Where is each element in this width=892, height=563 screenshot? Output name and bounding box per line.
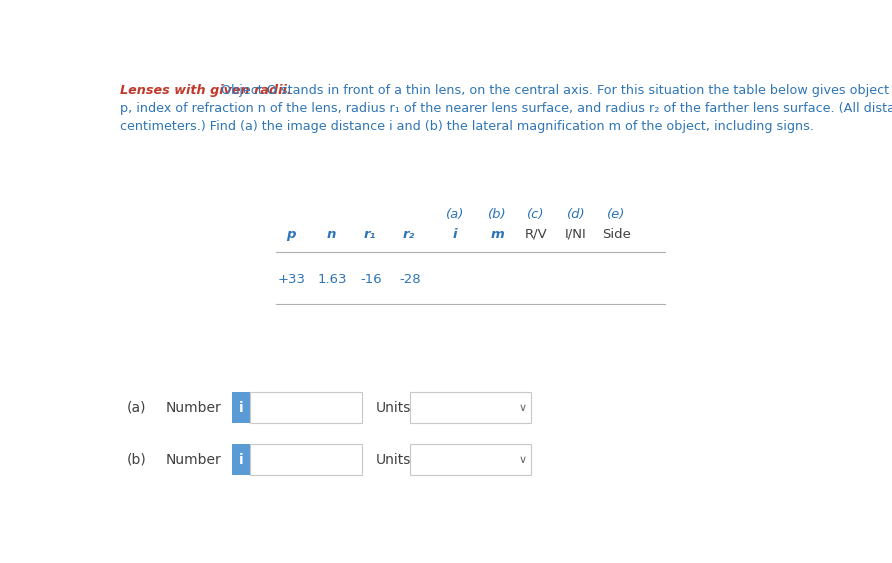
FancyBboxPatch shape <box>410 444 531 476</box>
Text: Lenses with given radii.: Lenses with given radii. <box>120 84 292 97</box>
FancyBboxPatch shape <box>232 444 250 476</box>
Text: p, index of refraction n of the lens, radius r₁ of the nearer lens surface, and : p, index of refraction n of the lens, ra… <box>120 102 892 115</box>
Text: Object O stands in front of a thin lens, on the central axis. For this situation: Object O stands in front of a thin lens,… <box>217 84 892 97</box>
Text: i: i <box>238 453 244 467</box>
Text: Number: Number <box>165 453 221 467</box>
Text: m: m <box>491 228 504 241</box>
Text: i: i <box>453 228 458 241</box>
Text: -28: -28 <box>400 274 421 287</box>
Text: (a): (a) <box>127 401 146 415</box>
Text: Side: Side <box>602 228 631 241</box>
Text: Units: Units <box>376 401 411 415</box>
Text: (b): (b) <box>488 208 507 221</box>
Text: ∨: ∨ <box>518 403 526 413</box>
Text: i: i <box>238 401 244 415</box>
Text: p: p <box>286 228 296 241</box>
Text: n: n <box>326 228 336 241</box>
Text: Units: Units <box>376 453 411 467</box>
Text: r₂: r₂ <box>402 228 415 241</box>
Text: (e): (e) <box>607 208 625 221</box>
FancyBboxPatch shape <box>250 444 362 476</box>
Text: (b): (b) <box>127 453 146 467</box>
Text: (a): (a) <box>446 208 464 221</box>
FancyBboxPatch shape <box>250 392 362 423</box>
FancyBboxPatch shape <box>232 392 250 423</box>
FancyBboxPatch shape <box>410 392 531 423</box>
Text: (d): (d) <box>566 208 585 221</box>
Text: R/V: R/V <box>524 228 548 241</box>
Text: +33: +33 <box>277 274 305 287</box>
Text: ∨: ∨ <box>518 455 526 465</box>
Text: (c): (c) <box>527 208 545 221</box>
Text: Number: Number <box>165 401 221 415</box>
Text: centimeters.) Find (a) the image distance i and (b) the lateral magnification m : centimeters.) Find (a) the image distanc… <box>120 120 814 133</box>
Text: -16: -16 <box>360 274 383 287</box>
Text: I/NI: I/NI <box>566 228 587 241</box>
Text: 1.63: 1.63 <box>318 274 348 287</box>
Text: r₁: r₁ <box>364 228 376 241</box>
